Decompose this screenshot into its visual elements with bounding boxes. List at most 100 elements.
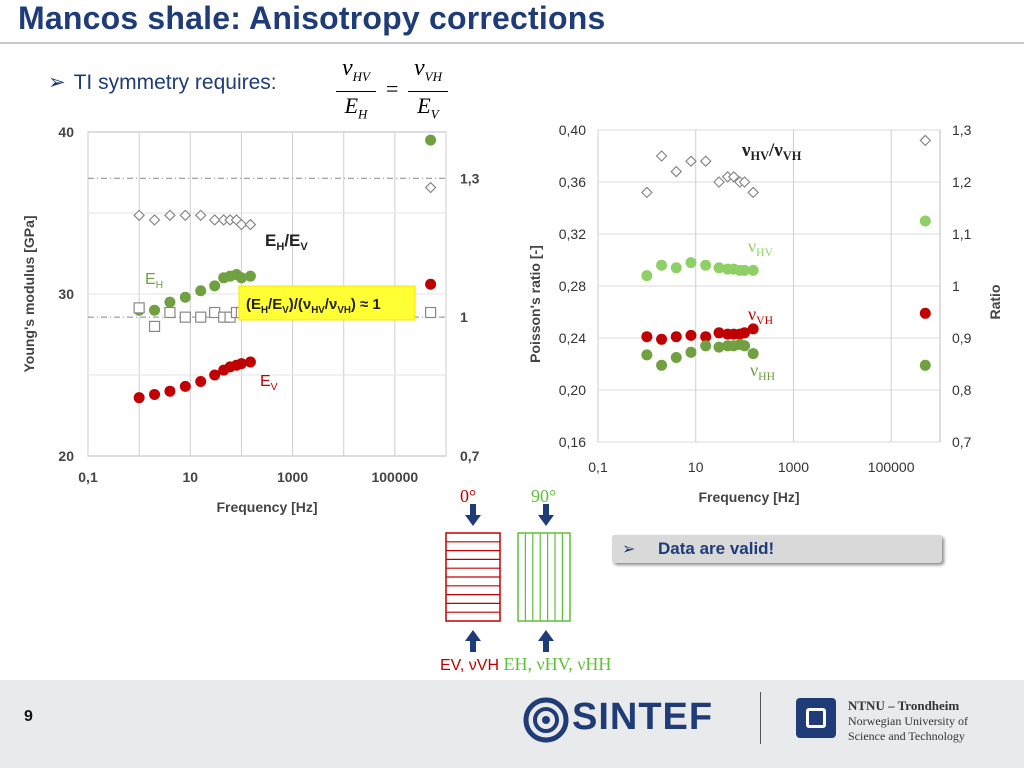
y-tick-label: 20 [58,448,74,464]
bullet-text: TI symmetry requires: [73,71,277,94]
data-point-E_H [149,304,161,316]
data-point-ν_HH [919,359,931,371]
data-point-ν_HV/ν_VH [919,134,932,147]
data-point-ratio [164,306,176,319]
formula-right-den: E [417,92,431,118]
y-tick-label: 0,24 [559,330,586,346]
data-point-ratio [148,320,161,332]
data-point-ratio [195,311,207,323]
annotation-eh-ev: EH​/EV​ [265,231,308,253]
y2-tick-label: 1 [952,278,960,294]
x-tick-label: 1000 [778,459,809,475]
footer-divider [760,692,761,744]
diagram-bottom-labels: EV, νVH EH, νHV, νHH [440,654,611,675]
data-point-E_H [425,134,437,146]
red-sample-labels: EV, νVH [440,657,499,674]
data-point-ν_HV/ν_VH [699,155,712,168]
annotation-nu-hh: νHH​ [750,360,776,383]
data-point-ν_HH [685,346,697,358]
y2-tick-label: 1,3 [460,170,480,186]
data-point-E_H [164,296,176,308]
data-point-ratio [179,311,191,323]
footer-bar [0,680,1024,768]
arrow-up-icon-head [465,630,481,641]
data-point-ν_HV [670,262,682,274]
page-number: 9 [24,708,33,725]
data-point-ν_HV [747,264,759,276]
x-tick-label: 100000 [868,459,915,475]
data-point-ν_HV [641,270,653,282]
y2-axis-label: Ratio [987,285,1003,320]
data-point-ν_HV [919,215,931,227]
data-point-E_H/E_V [208,214,221,226]
data-point-E_V [209,369,221,381]
x-axis-label: Frequency [Hz] [216,499,317,515]
data-point-E_V [179,380,191,392]
data-point-ν_HH [700,340,712,352]
data-point-ν_VH [685,329,697,341]
data-point-E_V [235,358,247,370]
arrow-bullet-icon: ➢ [622,541,636,558]
vertical-layered-sample [517,532,571,622]
sintef-logo-icon [523,697,569,743]
y2-tick-label: 1,2 [952,174,972,190]
data-point-ν_HH [713,341,725,353]
y-tick-label: 0,32 [559,226,586,242]
y-tick-label: 0,16 [559,434,586,450]
data-point-ν_HV/ν_VH [747,186,760,199]
youngs-modulus-chart: 0,1 10 1000 100000 20 30 40 0,7 1 1,3 Frequency [H… [21,124,480,515]
ntnu-line1: NTNU – Trondheim [848,698,960,713]
arrow-down-icon [543,504,549,516]
data-point-ν_VH [700,331,712,343]
data-point-E_V [133,392,145,404]
formula-left-fraction: νHV EH [336,56,376,126]
formula-right-num: ν [414,55,425,81]
y2-tick-label: 0,7 [952,434,972,450]
formula-right-fraction: νVH EV [408,56,448,126]
data-point-E_H/E_V [179,209,192,222]
formula-equals: = [386,76,399,101]
arrow-up-icon [543,640,549,652]
y2-tick-label: 0,7 [460,448,480,464]
data-point-E_H [209,280,221,292]
y2-tick-label: 1,1 [952,226,972,242]
bullet-ti-symmetry: ➢ TI symmetry requires: [48,70,277,95]
x-tick-label: 100000 [371,469,418,485]
formula-left-num-sub: HV [352,68,370,84]
data-point-E_H/E_V [164,209,176,222]
title-divider [0,42,1024,44]
data-point-ν_HV/ν_VH [727,170,740,183]
annotation-nu-vh: νVH​ [748,304,774,327]
data-point-E_H [244,270,256,282]
y-tick-label: 0,40 [559,122,586,138]
data-point-ν_HH [641,349,653,361]
data-point-ν_VH [641,331,653,343]
annotation-eh: EH​ [145,271,163,291]
data-point-ν_HV [713,262,725,274]
data-point-E_H/E_V [194,209,207,222]
arrow-up-icon [470,640,476,652]
data-point-E_H/E_V [424,181,437,194]
x-tick-label: 0,1 [78,469,98,485]
data-point-ν_VH [670,331,682,343]
formula-left-num: ν [342,55,353,81]
data-point-ν_HV [685,257,697,269]
data-point-ν_HH [747,348,759,360]
data-point-ν_VH [919,307,931,319]
annotation-ratio-box: (EH​/EV​)/(νHV​/νVH​) ≈ 1 [246,296,381,316]
y-tick-label: 0,36 [559,174,586,190]
data-point-E_V [164,385,176,397]
arrow-down-icon [470,504,476,516]
arrow-up-icon-head [538,630,554,641]
formula-right-den-sub: V [430,106,439,122]
angle-0-label: 0° [460,486,477,506]
data-point-E_H [179,291,191,303]
x-tick-label: 1000 [277,469,308,485]
data-point-E_H [235,272,247,284]
y-tick-label: 40 [58,124,74,140]
y-axis-label: Young's modulus [GPa] [21,215,37,372]
formula-left-den-sub: H [358,106,368,122]
ntnu-line2: Norwegian University of [848,714,968,728]
data-point-E_H [195,285,207,297]
anisotropy-sample-diagram [445,504,571,652]
